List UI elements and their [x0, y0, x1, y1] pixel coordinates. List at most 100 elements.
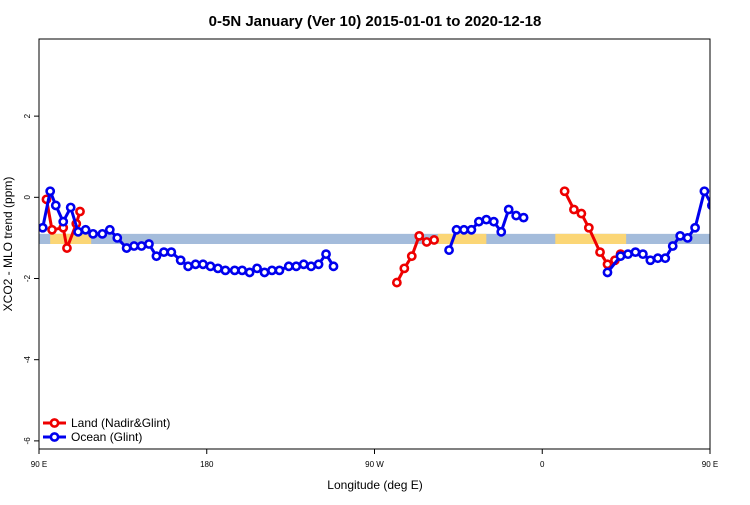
x-tick-label-4: 90 E: [702, 460, 718, 469]
series-1-point-56: [654, 255, 661, 262]
series-1-point-4: [67, 204, 74, 211]
y-tick-label-2: -2: [23, 274, 32, 282]
series-1-point-5: [75, 228, 82, 235]
series-1-point-53: [632, 249, 639, 256]
y-axis-label: XCO2 - MLO trend (ppm): [1, 177, 15, 312]
series-0-point-14: [578, 210, 585, 217]
series-1-point-21: [199, 261, 206, 268]
series-1-point-47: [505, 206, 512, 213]
series-1-point-22: [207, 263, 214, 270]
series-1-point-58: [669, 242, 676, 249]
series-1-point-37: [322, 251, 329, 258]
x-tick-label-0: 90 E: [31, 460, 47, 469]
series-1-point-6: [82, 226, 89, 233]
band-land-1: [438, 234, 486, 244]
series-1-point-1: [47, 188, 54, 195]
series-0-point-8: [408, 253, 415, 260]
series-1-point-43: [475, 218, 482, 225]
legend-marker-0: [51, 419, 58, 426]
series-1-point-13: [138, 242, 145, 249]
series-0-point-3: [63, 244, 70, 251]
series-1-point-35: [308, 263, 315, 270]
series-1-point-68: [746, 230, 750, 237]
series-1-point-15: [153, 253, 160, 260]
series-1-point-19: [185, 263, 192, 270]
series-1-point-17: [168, 249, 175, 256]
series-1-point-40: [453, 226, 460, 233]
series-1-point-23: [214, 265, 221, 272]
y-tick-label-3: -4: [23, 356, 32, 364]
x-axis: 90 E 180 90 W 0 90 E: [31, 449, 718, 469]
series-1-point-12: [130, 242, 137, 249]
series-1-point-31: [276, 267, 283, 274]
series-1-point-63: [708, 202, 715, 209]
series-0-point-5: [76, 208, 83, 215]
chart-title: 0-5N January (Ver 10) 2015-01-01 to 2020…: [209, 13, 542, 30]
series-0-point-12: [561, 188, 568, 195]
series-1-point-62: [701, 188, 708, 195]
series-1-point-51: [617, 253, 624, 260]
legend: Land (Nadir&Glint)Ocean (Glint): [43, 416, 170, 444]
series-1-point-26: [239, 267, 246, 274]
series-1-point-42: [468, 226, 475, 233]
y-axis: 2 0 -2 -4 -6: [23, 113, 39, 444]
series-1-point-57: [662, 255, 669, 262]
series-1-point-14: [145, 240, 152, 247]
series-1-point-24: [222, 267, 229, 274]
series-1-point-38: [330, 263, 337, 270]
legend-label-0: Land (Nadir&Glint): [71, 416, 170, 430]
series-0-point-20: [719, 192, 726, 199]
series-0-point-17: [604, 261, 611, 268]
series-0-line-3: [723, 195, 750, 248]
band-land-3: [734, 234, 750, 244]
series-1: [39, 188, 750, 276]
series-1-point-67: [738, 226, 745, 233]
y-tick-label-1: 0: [23, 195, 32, 200]
series-0-point-9: [416, 232, 423, 239]
series-1-point-44: [483, 216, 490, 223]
y-tick-label-4: -6: [23, 437, 32, 445]
series-1-point-28: [253, 265, 260, 272]
series-1-point-33: [293, 263, 300, 270]
series-1-point-60: [684, 234, 691, 241]
series-0-point-16: [596, 249, 603, 256]
series-1-point-45: [490, 218, 497, 225]
series-0-point-10: [423, 238, 430, 245]
series-1-point-34: [300, 261, 307, 268]
series-1-point-9: [106, 226, 113, 233]
series-1-point-18: [177, 257, 184, 264]
x-tick-label-3: 0: [540, 460, 545, 469]
series-1-point-55: [647, 257, 654, 264]
series-1-point-66: [731, 228, 738, 235]
series-0-point-1: [48, 226, 55, 233]
x-tick-label-2: 90 W: [365, 460, 384, 469]
legend-label-1: Ocean (Glint): [71, 430, 142, 444]
series-1-point-50: [604, 269, 611, 276]
series-1-point-65: [723, 204, 730, 211]
series-1-point-61: [691, 224, 698, 231]
series-1-point-54: [639, 251, 646, 258]
series-0-point-6: [393, 279, 400, 286]
series-1-point-16: [160, 249, 167, 256]
series-0-point-21: [729, 226, 736, 233]
series-1-point-27: [246, 269, 253, 276]
series-0-point-15: [585, 224, 592, 231]
series-0-point-22: [740, 224, 747, 231]
series-1-point-52: [624, 251, 631, 258]
series-0-point-13: [570, 206, 577, 213]
series-1-point-59: [677, 232, 684, 239]
series-1-point-32: [285, 263, 292, 270]
series-1-point-41: [460, 226, 467, 233]
y-tick-label-0: 2: [23, 113, 32, 118]
series-1-point-11: [123, 244, 130, 251]
series-0-point-7: [401, 265, 408, 272]
series-0-point-11: [431, 236, 438, 243]
series-1-point-29: [261, 269, 268, 276]
series-1-point-7: [89, 230, 96, 237]
series-1-point-36: [315, 261, 322, 268]
x-tick-label-1: 180: [200, 460, 214, 469]
series-1-point-64: [716, 218, 723, 225]
x-axis-label: Longitude (deg E): [327, 478, 422, 492]
